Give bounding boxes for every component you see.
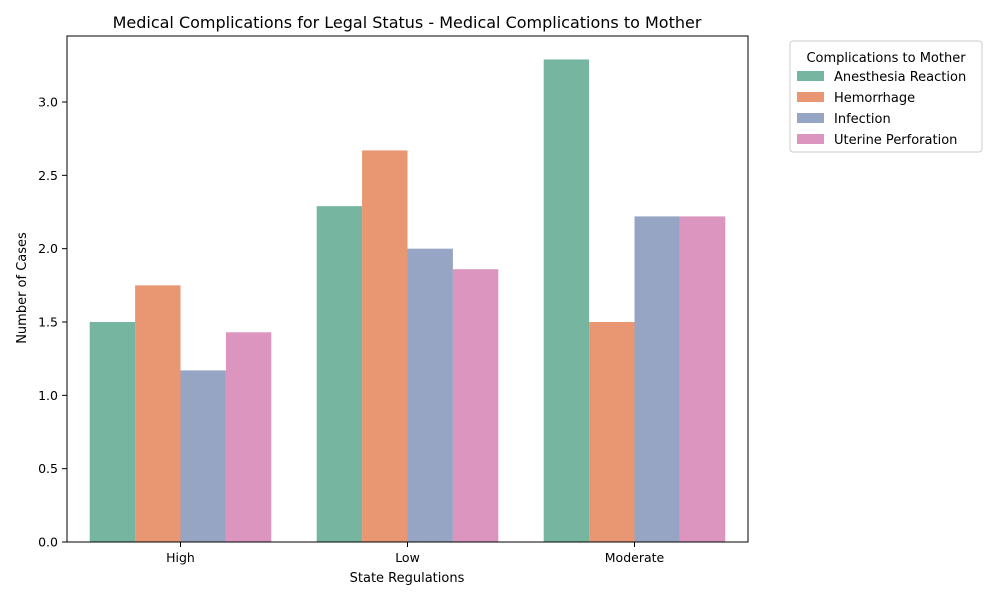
y-tick-label: 1.0	[38, 388, 58, 403]
bar-anesthesia-reaction-low	[316, 206, 363, 542]
legend-label: Uterine Perforation	[834, 133, 957, 148]
legend-title: Complications to Mother	[806, 51, 966, 66]
bar-infection-low	[407, 248, 453, 542]
legend-frame	[789, 40, 983, 153]
legend: Complications to Mother Anesthesia React…	[789, 40, 983, 153]
bar-hemorrhage-low	[362, 150, 408, 542]
y-tick-label: 0.0	[38, 535, 58, 550]
chart-title: Medical Complications for Legal Status -…	[113, 13, 702, 32]
bar-infection-moderate	[634, 216, 680, 542]
bar-uterine-perforation-moderate	[679, 216, 726, 542]
legend-swatch	[797, 113, 824, 123]
x-tick-label: Low	[395, 550, 420, 565]
legend-swatch	[797, 92, 824, 102]
bar-uterine-perforation-high	[225, 332, 272, 542]
bar-infection-high	[180, 370, 226, 542]
x-tick-label: Moderate	[605, 550, 665, 565]
plot-area: 0.0 0.5 1.0 1.5 2.0 2.5 3.0 High Low Moderate	[38, 35, 749, 565]
bar-hemorrhage-high	[135, 285, 181, 542]
bar-anesthesia-reaction-high	[89, 322, 136, 542]
y-tick-label: 3.0	[38, 95, 58, 110]
y-tick-label: 2.5	[38, 168, 58, 183]
y-tick-label: 1.5	[38, 315, 58, 330]
legend-label: Hemorrhage	[834, 91, 915, 106]
legend-label: Infection	[834, 112, 891, 127]
x-axis-label: State Regulations	[350, 571, 465, 586]
y-tick-label: 0.5	[38, 461, 58, 476]
bar-anesthesia-reaction-moderate	[543, 59, 590, 542]
x-tick-label: High	[166, 550, 195, 565]
bar-hemorrhage-moderate	[589, 322, 635, 542]
y-tick-label: 2.0	[38, 241, 58, 256]
legend-swatch	[797, 134, 824, 144]
y-axis-label: Number of Cases	[15, 232, 30, 344]
legend-swatch	[797, 71, 824, 81]
bar-uterine-perforation-low	[452, 269, 499, 542]
legend-label: Anesthesia Reaction	[834, 70, 966, 85]
